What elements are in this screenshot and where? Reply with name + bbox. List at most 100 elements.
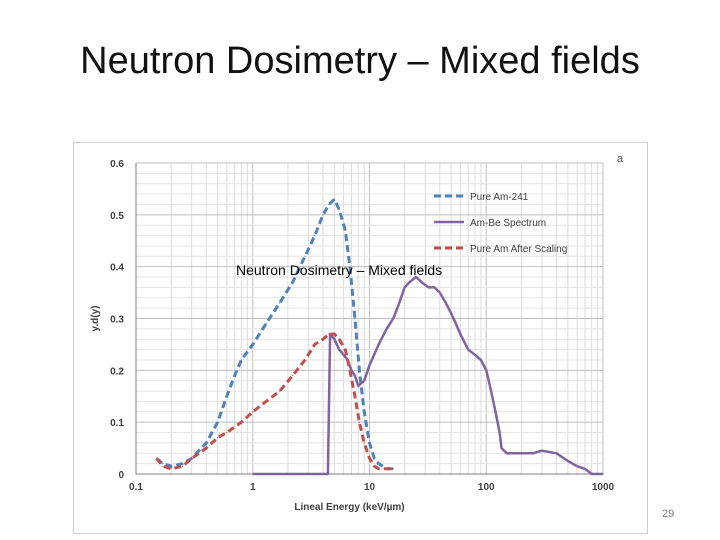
data-point bbox=[226, 431, 228, 434]
data-point bbox=[304, 255, 306, 257]
data-point bbox=[234, 374, 236, 377]
series-lines bbox=[155, 197, 604, 476]
data-point bbox=[162, 465, 164, 467]
y-tick-label: 0.2 bbox=[110, 366, 124, 377]
y-tick-label: 0.1 bbox=[110, 418, 124, 429]
data-point bbox=[322, 338, 324, 340]
data-point bbox=[439, 292, 441, 294]
x-tick-label: 0.1 bbox=[129, 482, 143, 493]
data-point bbox=[392, 468, 394, 470]
x-tick-label: 100 bbox=[478, 482, 495, 493]
data-point bbox=[386, 468, 388, 470]
data-point bbox=[392, 317, 394, 320]
data-point bbox=[226, 395, 228, 397]
data-point bbox=[378, 468, 380, 470]
data-point bbox=[205, 447, 207, 449]
data-point bbox=[541, 450, 543, 452]
data-point bbox=[327, 473, 329, 475]
x-tick-label: 1 bbox=[250, 482, 256, 493]
data-point bbox=[378, 343, 380, 345]
data-point bbox=[240, 421, 242, 423]
data-point bbox=[252, 411, 254, 413]
data-point bbox=[304, 359, 306, 361]
data-point bbox=[156, 457, 158, 459]
data-point bbox=[474, 354, 476, 356]
data-point bbox=[408, 281, 411, 283]
data-point bbox=[532, 452, 534, 454]
slide-title: Neutron Dosimetry – Mixed fields bbox=[80, 40, 640, 82]
data-point bbox=[338, 349, 340, 351]
data-point bbox=[386, 328, 388, 330]
data-point bbox=[205, 442, 207, 444]
data-point bbox=[357, 385, 359, 387]
data-point bbox=[279, 390, 281, 392]
data-point bbox=[485, 369, 487, 371]
x-tick-label: 10 bbox=[364, 482, 376, 493]
data-point bbox=[170, 465, 172, 467]
data-point bbox=[368, 364, 371, 366]
y-tick-label: 0.4 bbox=[110, 263, 124, 274]
data-point bbox=[602, 473, 604, 475]
data-point bbox=[343, 354, 345, 356]
line-chart: 0.1 1 10 100 1000 0 0.1 0.2 0.3 0.4 0.5 0.6 Lineal E… bbox=[90, 159, 615, 513]
data-point bbox=[338, 338, 340, 340]
legend: Pure Am-241 Am-Be Spectrum Pure Am After S… bbox=[434, 192, 567, 255]
y-axis-title: y.d(y) bbox=[90, 306, 101, 332]
data-point bbox=[499, 431, 501, 434]
y-tick-label: 0 bbox=[118, 470, 124, 481]
data-point bbox=[252, 343, 254, 345]
grid-lines bbox=[135, 162, 604, 475]
data-point bbox=[217, 437, 219, 439]
data-point bbox=[344, 349, 346, 351]
data-point bbox=[404, 286, 406, 288]
chart-frame: 0.1 1 10 100 1000 0 0.1 0.2 0.3 0.4 0.5 0.6 Lineal E… bbox=[73, 142, 648, 534]
data-point bbox=[333, 198, 335, 200]
data-point bbox=[455, 323, 457, 325]
data-point bbox=[494, 411, 497, 413]
data-point bbox=[333, 333, 335, 335]
data-point bbox=[358, 421, 360, 423]
data-point bbox=[344, 229, 346, 231]
y-tick-label: 0.6 bbox=[110, 159, 124, 170]
x-tick-label: 1000 bbox=[592, 482, 615, 493]
data-point bbox=[181, 465, 184, 467]
data-point bbox=[363, 380, 365, 382]
data-point bbox=[467, 349, 469, 351]
data-point bbox=[314, 343, 316, 345]
data-point bbox=[506, 452, 508, 454]
slide-number: 29 bbox=[662, 508, 675, 520]
data-point bbox=[349, 266, 351, 268]
data-point bbox=[181, 463, 184, 465]
data-point bbox=[292, 374, 294, 377]
data-point bbox=[500, 447, 503, 449]
data-point bbox=[459, 333, 461, 335]
data-point bbox=[373, 465, 375, 467]
data-point bbox=[363, 442, 365, 444]
data-point bbox=[329, 333, 331, 335]
data-point bbox=[398, 302, 400, 304]
data-point bbox=[240, 359, 242, 361]
corner-letter: a bbox=[617, 153, 624, 165]
data-point bbox=[349, 369, 351, 371]
data-point bbox=[322, 214, 324, 216]
data-point bbox=[328, 333, 330, 335]
data-point bbox=[427, 286, 430, 288]
data-point bbox=[354, 317, 356, 320]
overlay-caption: Neutron Dosimetry – Mixed fields bbox=[236, 262, 443, 278]
data-point bbox=[328, 203, 330, 206]
data-point bbox=[292, 281, 294, 283]
data-point bbox=[480, 359, 482, 361]
data-point bbox=[314, 235, 316, 237]
data-point bbox=[378, 463, 380, 465]
data-point bbox=[520, 452, 522, 454]
data-point bbox=[445, 302, 447, 304]
data-point bbox=[333, 338, 335, 340]
data-point bbox=[170, 468, 172, 470]
data-point bbox=[217, 421, 219, 423]
data-point bbox=[162, 463, 164, 465]
data-point bbox=[421, 281, 423, 283]
data-point bbox=[368, 442, 371, 444]
data-point bbox=[265, 400, 267, 402]
data-point bbox=[591, 473, 593, 475]
data-point bbox=[358, 369, 360, 371]
